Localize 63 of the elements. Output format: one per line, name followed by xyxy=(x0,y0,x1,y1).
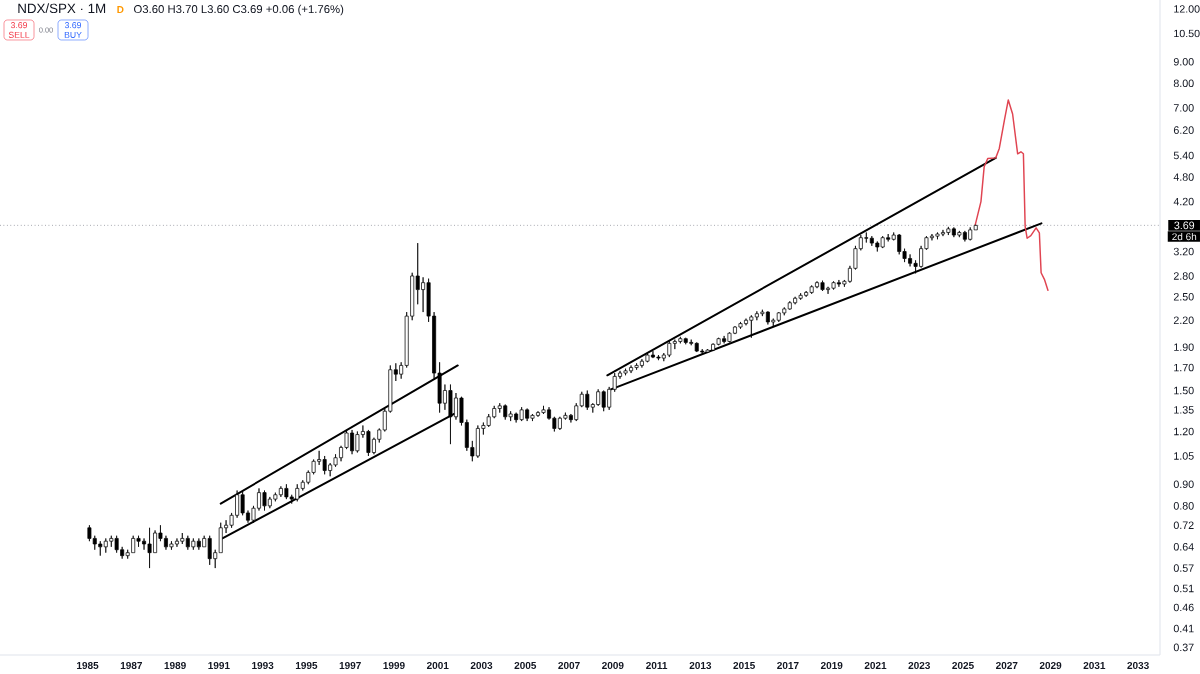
y-tick-label: 0.80 xyxy=(1173,502,1194,510)
x-tick-label: 2017 xyxy=(777,661,799,670)
y-tick-label: 0.37 xyxy=(1173,643,1194,652)
x-tick-label: 1989 xyxy=(164,661,186,670)
x-tick-label: 2003 xyxy=(470,661,493,670)
y-tick-label: 1.50 xyxy=(1174,386,1194,395)
y-tick-label: 1.70 xyxy=(1174,363,1194,372)
x-tick-label: 2009 xyxy=(602,661,624,670)
x-tick-label: 1995 xyxy=(295,661,318,670)
x-tick-label: 2023 xyxy=(908,661,931,670)
y-tick-label: 4.80 xyxy=(1173,173,1194,181)
line-series xyxy=(974,99,1049,292)
y-tick-label: 0.41 xyxy=(1173,624,1194,633)
y-tick-label: 7.00 xyxy=(1173,104,1194,112)
x-tick-label: 1997 xyxy=(339,661,361,670)
chart-subtitle: O3.60 H3.70 L3.60 C3.69 +0.06 (+1.76%) xyxy=(134,4,344,16)
y-tick-label: 8.00 xyxy=(1173,79,1194,88)
y-tick-label: 10.50 xyxy=(1174,29,1200,38)
x-tick-label: 1993 xyxy=(252,661,274,670)
chart-title: NDX/SPX · 1M xyxy=(18,3,106,14)
x-tick-label: 2027 xyxy=(996,661,1018,670)
x-tick-label: 2019 xyxy=(820,661,843,670)
annotation: BUY xyxy=(64,31,82,38)
y-tick-label: 2.50 xyxy=(1173,293,1194,301)
annotation: 3.69 xyxy=(10,22,28,29)
x-tick-label: 2033 xyxy=(1127,661,1149,670)
y-tick-label: 4.20 xyxy=(1173,197,1194,206)
annotation: D xyxy=(117,6,124,13)
y-tick-label: 0.51 xyxy=(1173,584,1194,593)
x-tick-label: 2021 xyxy=(864,661,887,670)
y-tick-label: 2.20 xyxy=(1173,316,1194,325)
y-tick-label: 0.57 xyxy=(1173,564,1194,572)
x-tick-label: 2005 xyxy=(514,661,537,670)
y-tick-label: 2.80 xyxy=(1173,272,1194,280)
x-tick-label: 2015 xyxy=(733,661,755,670)
text: 2d 6h xyxy=(1172,232,1197,241)
x-tick-label: 2025 xyxy=(952,661,974,670)
y-tick-label: 6.20 xyxy=(1173,126,1194,134)
y-tick-label: 1.35 xyxy=(1174,406,1194,414)
y-tick-label: 0.64 xyxy=(1173,543,1194,551)
y-tick-label: 12.00 xyxy=(1174,5,1200,13)
y-tick-label: 0.46 xyxy=(1173,603,1194,612)
x-tick-label: 2031 xyxy=(1083,661,1106,670)
x-tick-label: 1991 xyxy=(208,661,230,670)
x-tick-label: 1999 xyxy=(383,661,405,670)
y-tick-label: 1.90 xyxy=(1174,343,1194,351)
annotation: SELL xyxy=(8,31,30,38)
x-tick-label: 2011 xyxy=(646,661,668,670)
y-tick-label: 5.40 xyxy=(1173,151,1194,160)
x-tick-label: 2001 xyxy=(426,661,449,670)
x-tick-label: 2029 xyxy=(1039,661,1062,670)
annotation: 3.69 xyxy=(64,22,82,29)
ref-line-label: 3.69 xyxy=(1174,221,1195,230)
x-tick-label: 1985 xyxy=(77,661,99,670)
y-tick-label: 1.05 xyxy=(1174,452,1194,460)
y-tick-label: 9.00 xyxy=(1173,57,1194,66)
y-tick-label: 3.20 xyxy=(1173,247,1194,256)
y-tick-label: 0.90 xyxy=(1173,480,1194,489)
x-tick-label: 1987 xyxy=(120,661,143,670)
y-tick-label: 1.20 xyxy=(1174,427,1194,436)
x-tick-label: 2007 xyxy=(558,661,580,670)
x-tick-label: 2013 xyxy=(689,661,712,670)
y-tick-label: 0.72 xyxy=(1173,521,1194,529)
